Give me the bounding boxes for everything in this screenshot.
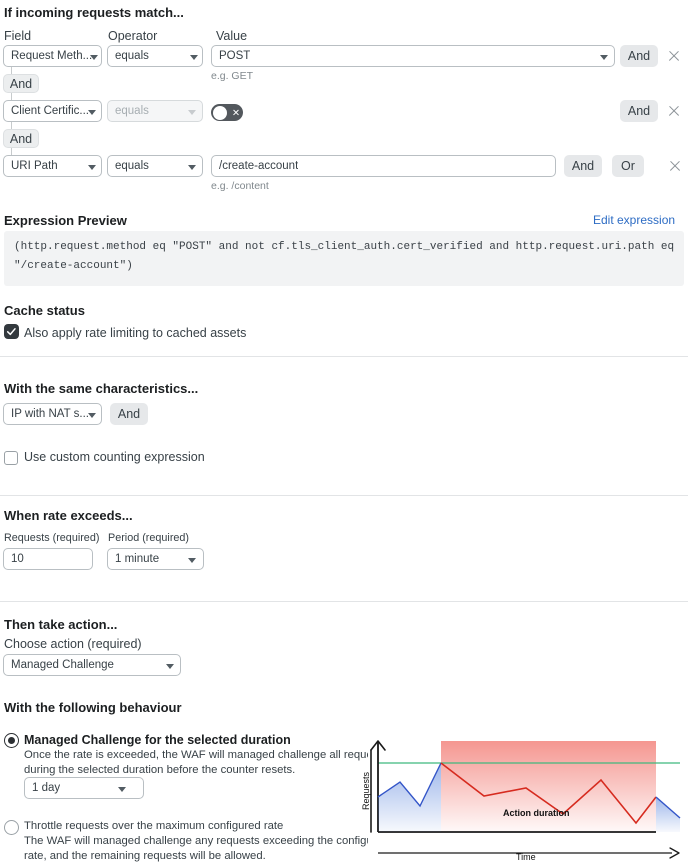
svg-text:Action duration: Action duration xyxy=(503,808,570,818)
svg-text:Time: Time xyxy=(516,852,536,862)
